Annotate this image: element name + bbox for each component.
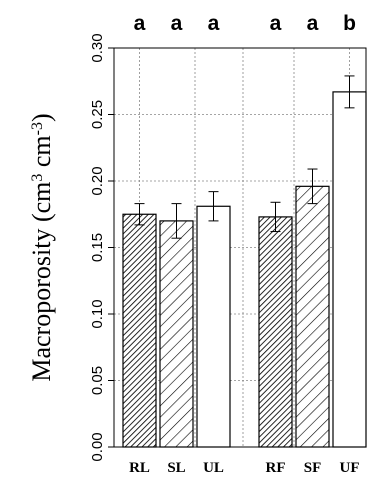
x-category-label: RL xyxy=(129,460,150,476)
y-tick-label: 0.25 xyxy=(89,100,106,129)
error-bar-ul xyxy=(208,191,219,222)
bar-uf xyxy=(332,91,367,448)
y-axis-title: Macroporosity (cm3 cm-3) xyxy=(27,113,56,381)
error-bar-uf xyxy=(344,75,355,109)
significance-letter: a xyxy=(134,12,146,35)
bar-ul xyxy=(196,205,231,448)
bar-sl xyxy=(159,220,194,448)
y-tick-label: 0.05 xyxy=(89,366,106,395)
error-bar-rl xyxy=(134,203,145,226)
x-category-label: SL xyxy=(167,460,185,476)
bars xyxy=(122,91,367,448)
y-tick-label: 0.10 xyxy=(89,299,106,328)
significance-letter: a xyxy=(270,12,282,35)
error-bar-rf xyxy=(270,201,281,233)
bar-sf xyxy=(295,185,330,448)
significance-letter: a xyxy=(307,12,319,35)
significance-letter: a xyxy=(208,12,220,35)
x-category-label: SF xyxy=(304,460,322,476)
error-bar-sl xyxy=(171,203,182,239)
significance-letter: a xyxy=(171,12,183,35)
error-bars xyxy=(134,75,355,239)
y-tick-label: 0.20 xyxy=(89,166,106,195)
significance-letter: b xyxy=(343,12,356,35)
y-tick-label: 0.30 xyxy=(89,33,106,62)
y-axis: 0.00 0.05 0.10 0.15 0.20 0.25 0.30 xyxy=(89,33,114,462)
bar-rl xyxy=(122,213,157,448)
x-category-label: RF xyxy=(266,460,286,476)
x-category-label: UL xyxy=(203,460,224,476)
x-axis-labels: RL SL UL RF SF UF xyxy=(129,460,359,476)
bar-rf xyxy=(258,216,293,448)
y-tick-label: 0.15 xyxy=(89,233,106,262)
error-bar-sf xyxy=(307,168,318,205)
y-tick-label: 0.00 xyxy=(89,432,106,461)
x-category-label: UF xyxy=(340,460,360,476)
